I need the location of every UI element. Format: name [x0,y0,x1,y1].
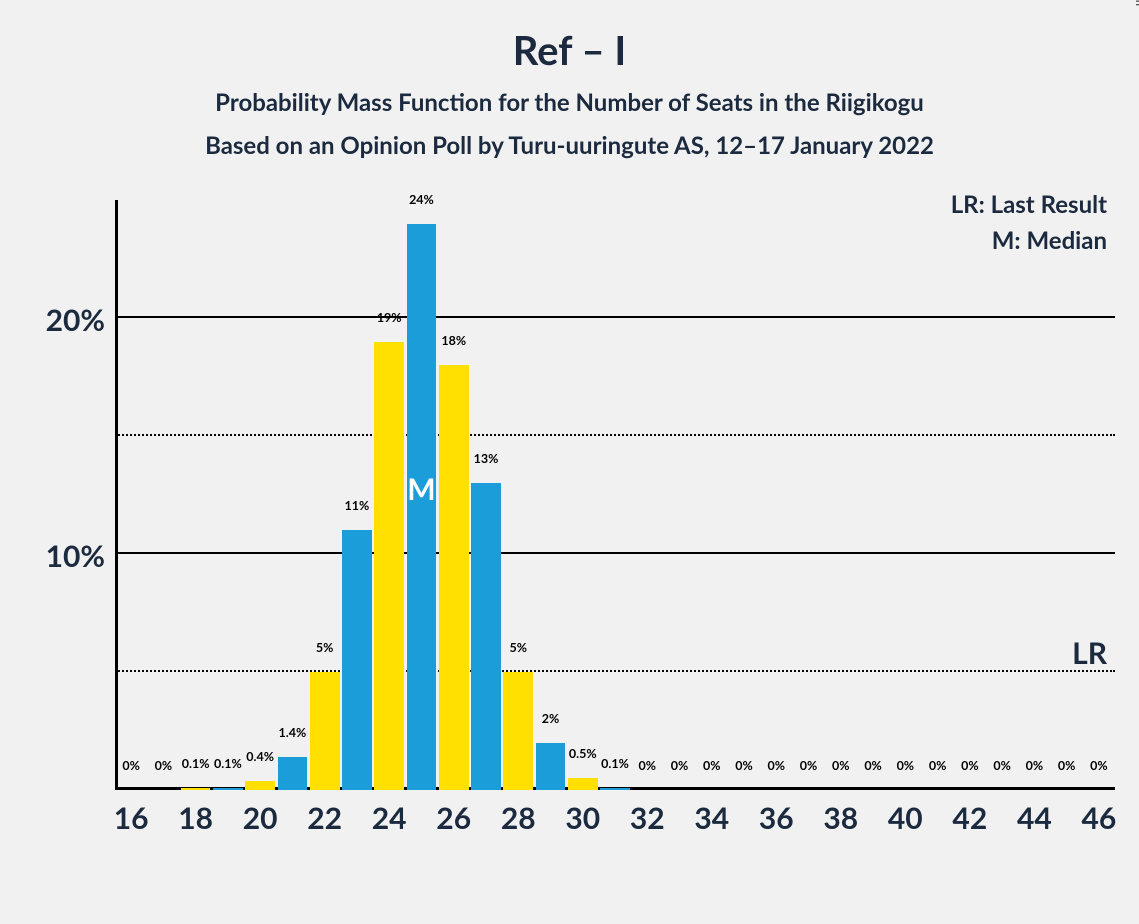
gridline-major [115,316,1115,318]
bar [181,788,211,790]
bar-label: 5% [316,640,334,655]
legend-m: M: Median [992,226,1107,255]
bar-label: 2% [542,711,560,726]
bar [439,365,469,790]
gridline-minor [115,670,1115,672]
bar-label: 0% [993,758,1011,773]
bar-label: 1.4% [279,725,307,740]
bar-label: 11% [345,498,370,513]
x-tick-label: 44 [1017,800,1052,836]
bar-label: 0% [864,758,882,773]
bar-label: 0% [639,758,657,773]
bar [278,757,308,790]
bar-label: 18% [441,333,466,348]
x-tick-label: 28 [501,800,536,836]
y-tick-label: 10% [46,538,105,574]
x-tick-label: 38 [823,800,858,836]
x-tick-label: 26 [436,800,471,836]
x-tick-label: 18 [178,800,213,836]
chart-subtitle-1: Probability Mass Function for the Number… [0,88,1139,117]
bar [600,788,630,790]
bar [536,743,566,790]
x-tick-label: 34 [694,800,729,836]
bar [374,342,404,790]
x-tick-label: 24 [372,800,407,836]
bar-label: 13% [474,451,499,466]
bar-label: 0% [671,758,689,773]
bar-label: 19% [377,310,402,325]
bar [245,781,275,790]
lr-marker: LR [1072,635,1107,671]
bar-label: 0% [122,758,140,773]
x-tick-label: 46 [1081,800,1116,836]
gridline-minor [115,434,1115,436]
median-marker: M [407,471,435,507]
bar-label: 0% [703,758,721,773]
x-tick-label: 36 [759,800,794,836]
x-tick-label: 16 [114,800,149,836]
bar [342,530,372,790]
bar-label: 0.1% [601,756,629,771]
bar-label: 0.1% [182,756,210,771]
copyright-text: © 2022 Filip van Laenen [1133,0,1139,6]
x-tick-label: 40 [888,800,923,836]
bar-label: 0.1% [214,756,242,771]
y-tick-label: 20% [46,302,105,338]
x-tick-label: 32 [630,800,665,836]
x-tick-label: 20 [243,800,278,836]
x-tick-label: 42 [952,800,987,836]
bar-label: 0% [961,758,979,773]
bar [471,483,501,790]
bar-label: 0% [155,758,173,773]
gridline-major [115,552,1115,554]
x-tick-label: 30 [565,800,600,836]
bar-label: 0% [929,758,947,773]
bar-label: 0% [897,758,915,773]
bar-label: 0% [800,758,818,773]
bar-label: 0% [768,758,786,773]
bar-label: 0% [735,758,753,773]
bar-label: 0% [832,758,850,773]
bar-label: 0% [1058,758,1076,773]
bar [310,672,340,790]
bar-label: 0% [1026,758,1044,773]
bar [213,788,243,790]
bar-label: 5% [509,640,527,655]
bar-label: 24% [409,192,434,207]
chart-plot-area: LR: Last Result M: Median 10%20%LR0%0%0.… [115,200,1115,790]
bar-label: 0% [1090,758,1108,773]
bar-label: 0.5% [569,746,597,761]
legend-lr: LR: Last Result [951,190,1107,219]
y-axis [115,200,118,790]
bar [568,778,598,790]
bar [503,672,533,790]
chart-title: Ref – I [0,0,1139,74]
x-tick-label: 22 [307,800,342,836]
bar-label: 0.4% [246,749,274,764]
chart-subtitle-2: Based on an Opinion Poll by Turu-uuringu… [0,131,1139,160]
